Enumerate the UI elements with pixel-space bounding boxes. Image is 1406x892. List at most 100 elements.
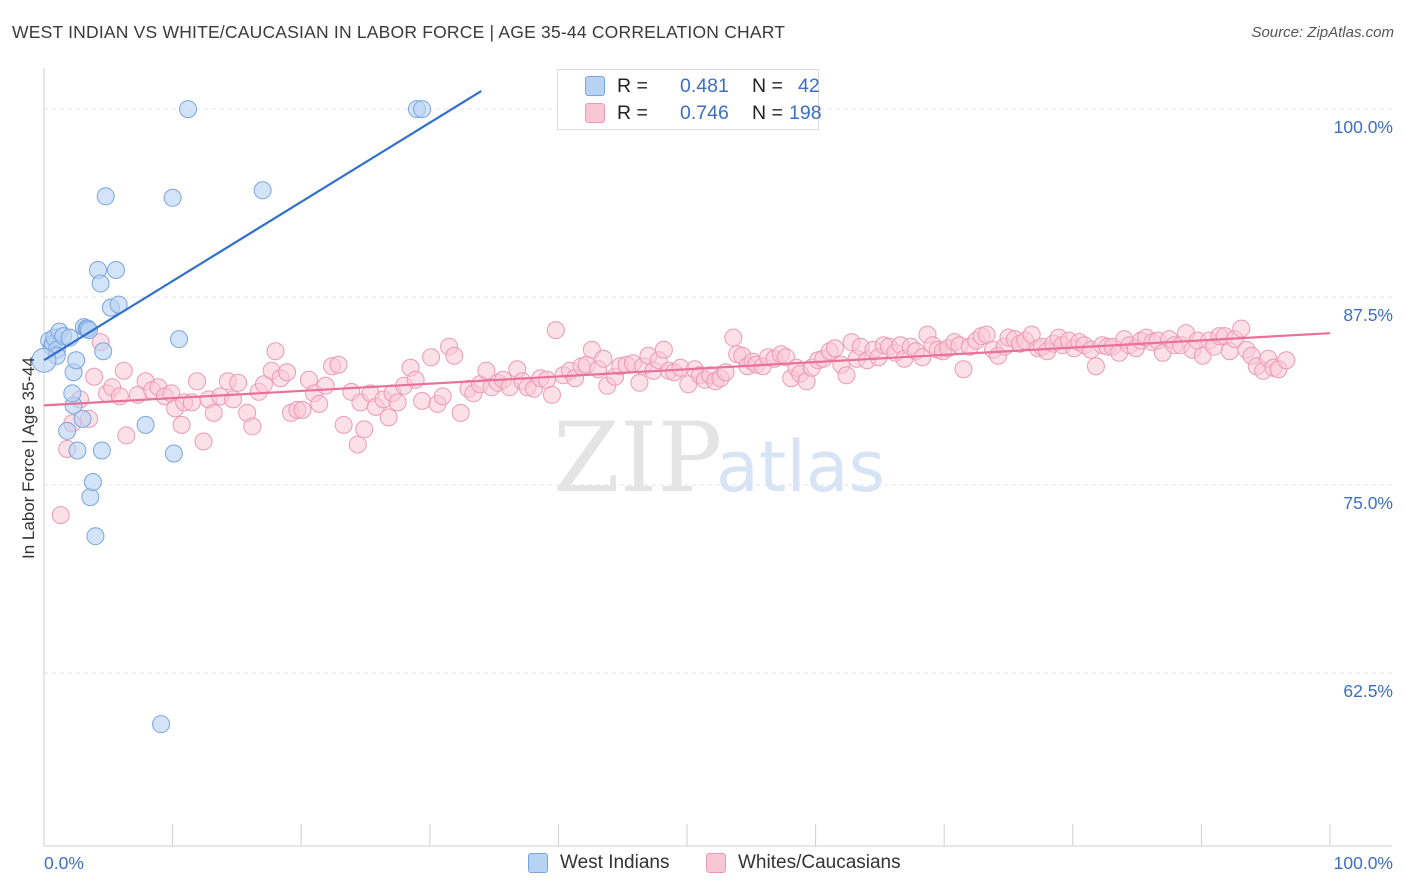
tick-labels: 100.0% 87.5% 75.0% 62.5% 0.0% 100.0% <box>44 117 1393 873</box>
trendline-west-indians <box>43 90 482 362</box>
legend-r-value: 0.746 <box>680 101 729 124</box>
data-point-whites <box>348 435 367 454</box>
data-point-whites <box>204 403 223 422</box>
y-tick-label: 62.5% <box>1343 681 1393 701</box>
watermark: ZIP atlas <box>553 402 885 514</box>
trendline-whites <box>43 332 1331 407</box>
data-point-whites <box>546 321 565 340</box>
data-point-west-indians <box>413 100 432 119</box>
legend-row-west-indians: R = 0.481 N = 42 <box>585 74 820 98</box>
data-point-whites <box>837 366 856 385</box>
data-point-whites <box>117 426 136 445</box>
data-point-whites <box>355 420 374 439</box>
data-point-west-indians <box>170 330 189 349</box>
data-point-whites <box>537 370 556 389</box>
legend-n-value: 198 <box>789 101 822 124</box>
legend-swatch-pink <box>585 103 605 123</box>
legend-label: Whites/Caucasians <box>738 852 901 873</box>
x-tick-label: 100.0% <box>1334 853 1393 873</box>
data-point-whites <box>334 415 353 434</box>
data-point-whites <box>654 340 673 359</box>
legend-n-label: N = <box>752 74 783 97</box>
legend-item-west-indians[interactable]: West Indians <box>528 852 669 874</box>
data-point-whites <box>413 391 432 410</box>
source-credit: Source: ZipAtlas.com <box>1251 24 1394 41</box>
data-point-whites <box>293 400 312 419</box>
legend-r-label: R = <box>617 101 648 124</box>
legend-swatch-blue <box>585 76 605 96</box>
data-point-west-indians <box>179 100 198 119</box>
data-point-whites <box>266 342 285 361</box>
correlation-legend: R = 0.481 N = 42 R = 0.746 N = 198 <box>557 69 822 130</box>
blue-series <box>31 100 432 734</box>
data-point-whites <box>433 387 452 406</box>
data-point-whites <box>188 372 207 391</box>
data-point-west-indians <box>91 274 110 293</box>
data-point-whites <box>85 367 104 386</box>
data-point-whites <box>310 394 329 413</box>
data-point-whites <box>388 393 407 412</box>
data-point-whites <box>422 348 441 367</box>
y-tick-label: 100.0% <box>1334 117 1393 137</box>
data-point-west-indians <box>107 260 126 279</box>
data-point-west-indians <box>58 421 77 440</box>
data-point-whites <box>477 361 496 380</box>
data-point-whites <box>594 349 613 368</box>
series-legend: West Indians Whites/Caucasians <box>0 852 1406 878</box>
legend-row-whites: R = 0.746 N = 198 <box>585 101 822 125</box>
legend-label: West Indians <box>560 852 670 873</box>
trendlines <box>43 90 1331 407</box>
legend-swatch-pink <box>706 853 726 873</box>
data-point-west-indians <box>67 351 86 370</box>
data-point-whites <box>379 408 398 427</box>
x-tick-label: 0.0% <box>44 853 84 873</box>
data-point-west-indians <box>96 187 115 206</box>
gridlines <box>44 108 1392 674</box>
data-point-whites <box>724 328 743 347</box>
data-point-west-indians <box>253 181 272 200</box>
data-point-west-indians <box>92 441 111 460</box>
data-point-whites <box>1086 357 1105 376</box>
data-point-whites <box>977 325 996 344</box>
data-point-west-indians <box>94 342 113 361</box>
data-point-west-indians <box>152 715 171 734</box>
legend-r-value: 0.481 <box>680 74 729 97</box>
data-point-whites <box>451 403 470 422</box>
data-point-whites <box>229 373 248 392</box>
data-point-whites <box>825 339 844 358</box>
legend-r-label: R = <box>617 74 648 97</box>
y-axis-label: In Labor Force | Age 35-44 <box>19 357 38 559</box>
y-tick-label: 75.0% <box>1343 493 1393 513</box>
data-point-whites <box>630 373 649 392</box>
data-point-west-indians <box>164 444 183 463</box>
y-tick-label: 87.5% <box>1343 305 1393 325</box>
chart-title: WEST INDIAN VS WHITE/CAUCASIAN IN LABOR … <box>12 22 786 42</box>
data-point-west-indians <box>163 188 182 207</box>
data-point-whites <box>316 376 335 395</box>
axes <box>43 68 1392 847</box>
watermark-atlas: atlas <box>716 426 885 508</box>
data-point-whites <box>172 415 191 434</box>
data-point-west-indians <box>83 473 102 492</box>
legend-n-label: N = <box>752 101 783 124</box>
legend-n-value: 42 <box>798 74 820 97</box>
data-point-whites <box>114 361 133 380</box>
data-point-west-indians <box>81 488 100 507</box>
data-point-west-indians <box>68 441 87 460</box>
data-point-whites <box>1277 351 1296 370</box>
data-point-whites <box>51 506 70 525</box>
watermark-zip: ZIP <box>553 402 722 514</box>
data-point-whites <box>445 346 464 365</box>
data-point-west-indians <box>86 527 105 546</box>
legend-item-whites[interactable]: Whites/Caucasians <box>706 852 901 874</box>
legend-swatch-blue <box>528 853 548 873</box>
data-point-whites <box>954 360 973 379</box>
data-point-whites <box>194 432 213 451</box>
data-point-whites <box>329 355 348 374</box>
data-point-west-indians <box>136 415 155 434</box>
data-point-whites <box>542 385 561 404</box>
data-point-whites <box>1232 319 1251 338</box>
data-point-west-indians <box>63 384 82 403</box>
data-point-whites <box>243 417 262 436</box>
